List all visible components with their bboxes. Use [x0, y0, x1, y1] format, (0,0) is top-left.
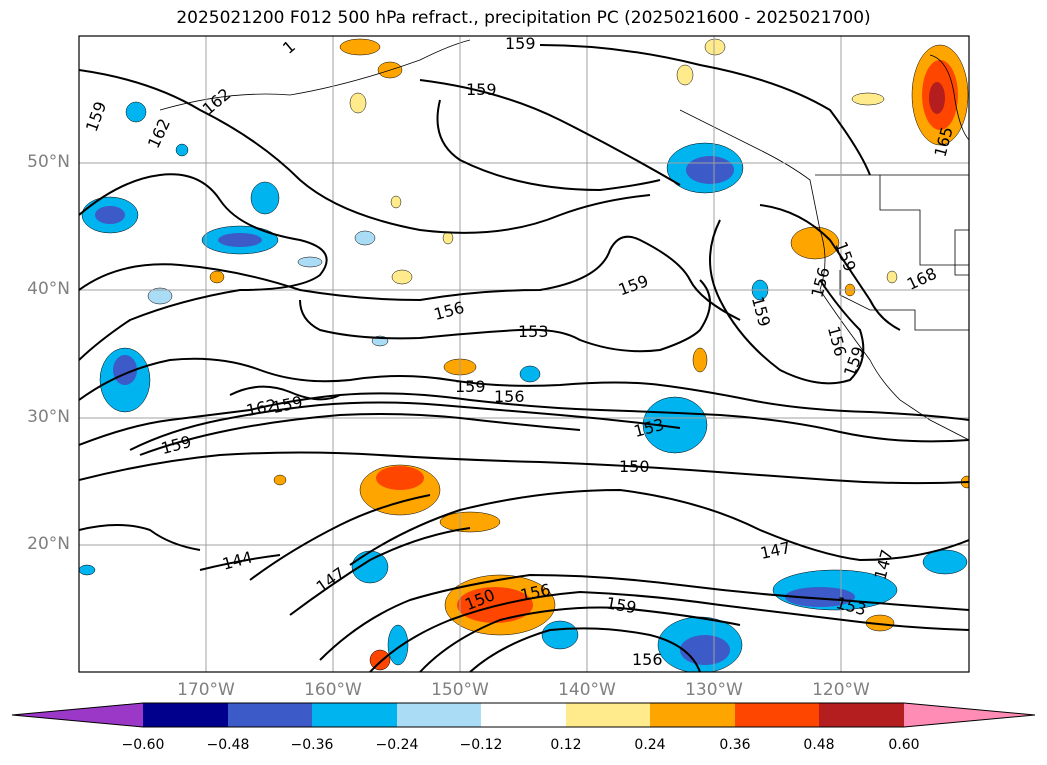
contour-label: 150	[619, 457, 650, 476]
colorbar-segment	[650, 703, 735, 727]
lon-label: 160°W	[304, 680, 362, 700]
colorbar-tick: −0.48	[206, 737, 250, 753]
colorbar	[11, 702, 1036, 728]
colorbar-extend-high	[904, 703, 1035, 727]
map-frame	[78, 35, 970, 673]
graticule	[79, 36, 969, 672]
colorbar-segment	[312, 703, 397, 727]
lon-label: 170°W	[177, 680, 235, 700]
colorbar-tick: 0.24	[634, 737, 666, 753]
contour-label: 156	[494, 387, 525, 406]
colorbar-segment	[228, 703, 312, 727]
colorbar-segment	[481, 703, 566, 727]
lat-label: 50°N	[27, 152, 70, 172]
lat-label: 20°N	[27, 534, 70, 554]
contour-label: 159	[455, 377, 486, 396]
lat-label: 30°N	[27, 407, 70, 427]
map-plot-area: 159 162 159 162 159 159 165 159 156 156 …	[79, 34, 969, 672]
colorbar-segment	[819, 703, 904, 727]
colorbar-segment	[143, 703, 228, 727]
colorbar-tick: −0.60	[121, 737, 165, 753]
contour-label: 153	[518, 322, 549, 341]
colorbar-tick: −0.12	[459, 737, 503, 753]
contour-label: 156	[632, 650, 663, 669]
contour-label: 159	[466, 80, 497, 99]
colorbar-tick: 0.12	[550, 737, 582, 753]
colorbar-segment	[397, 703, 481, 727]
lon-label: 150°W	[431, 680, 489, 700]
colorbar-tick: 0.36	[719, 737, 751, 753]
lon-label: 130°W	[685, 680, 743, 700]
colorbar-tick: −0.24	[375, 737, 419, 753]
colorbar-tick: 0.60	[888, 737, 920, 753]
map-title: 2025021200 F012 500 hPa refract., precip…	[176, 8, 871, 28]
colorbar-tick: −0.36	[290, 737, 334, 753]
colorbar-extend-low	[12, 703, 143, 727]
colorbar-tick: 0.48	[803, 737, 835, 753]
colorbar-segment	[735, 703, 819, 727]
lat-label: 40°N	[27, 279, 70, 299]
lon-label: 120°W	[812, 680, 870, 700]
lon-label: 140°W	[558, 680, 616, 700]
refractivity-contours	[79, 44, 969, 672]
contour-label: 159	[505, 34, 536, 53]
colorbar-segment	[566, 703, 650, 727]
